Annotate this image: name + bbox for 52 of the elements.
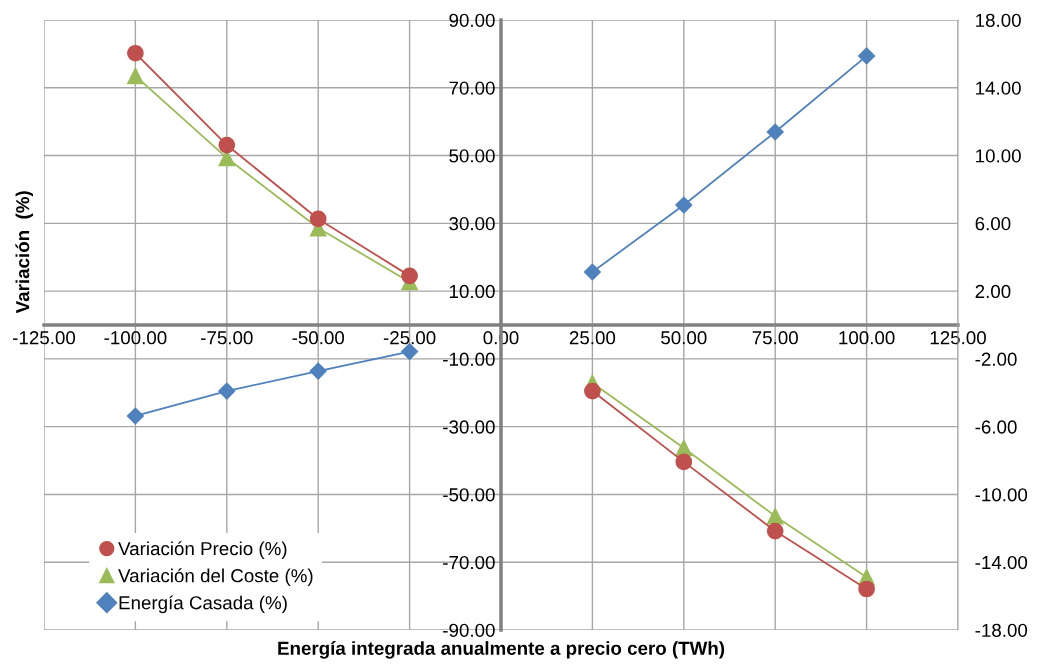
x-axis-title: Energía integrada anualmente a precio cero (TWh) [278, 640, 725, 659]
point [126, 407, 144, 425]
x-tick-label: -125.00 [13, 331, 76, 345]
y-tick-label: -90.00 [443, 623, 495, 637]
point [766, 123, 784, 141]
y2-tick-label: 6.00 [975, 217, 1011, 231]
y-tick-label: 90.00 [449, 13, 495, 27]
y2-tick-label: 14.00 [976, 81, 1021, 95]
legend-label: Variación del Coste (%) [118, 568, 313, 587]
point [401, 267, 418, 285]
x-tick-label: -100.00 [104, 331, 167, 345]
x-tick-label: 100.00 [839, 331, 895, 345]
point [218, 136, 236, 154]
point [675, 453, 693, 471]
y-tick-label: 10.00 [449, 284, 495, 299]
y-tick-label: 30.00 [449, 217, 495, 231]
point [127, 44, 144, 62]
y2-tick-label: 2.00 [975, 284, 1011, 299]
y-tick-label: -50.00 [443, 488, 495, 502]
y-tick-label: -30.00 [443, 420, 495, 434]
legend-label: Energía Casada (%) [119, 595, 287, 614]
point [127, 67, 144, 85]
point [584, 382, 601, 400]
y2-tick-label: -6.00 [975, 420, 1017, 434]
y2-tick-label: -10.00 [975, 488, 1028, 502]
legend-label: Variación Precio (%) [118, 541, 287, 559]
y2-tick-label: 18.00 [976, 13, 1021, 27]
y2-tick-label: -18.00 [975, 623, 1028, 637]
y2-tick-label: -14.00 [975, 555, 1028, 570]
point [309, 210, 327, 228]
point [675, 196, 693, 214]
point [858, 47, 876, 65]
point [218, 382, 236, 400]
y-tick-label: 50.00 [449, 149, 495, 163]
x-tick-label: -25.00 [383, 331, 436, 345]
x-tick-label: 50.00 [661, 331, 707, 345]
x-tick-label: 25.00 [569, 331, 616, 345]
point [766, 522, 784, 540]
y-tick-label: 70.00 [449, 81, 495, 95]
y2-tick-label: 10.00 [976, 149, 1021, 163]
y-tick-label: -10.00 [443, 352, 495, 366]
point [858, 580, 875, 598]
y2-tick-label: -2.00 [975, 352, 1017, 366]
point [583, 263, 601, 281]
y-tick-label: -70.00 [443, 555, 495, 570]
point [766, 507, 784, 525]
x-tick-label: -50.00 [292, 331, 345, 345]
x-tick-label: -75.00 [201, 331, 253, 345]
y-axis-title: Variación (%) [15, 191, 34, 314]
x-tick-label: 125.00 [930, 331, 986, 345]
point [309, 362, 327, 380]
x-tick-label: 75.00 [752, 331, 798, 345]
